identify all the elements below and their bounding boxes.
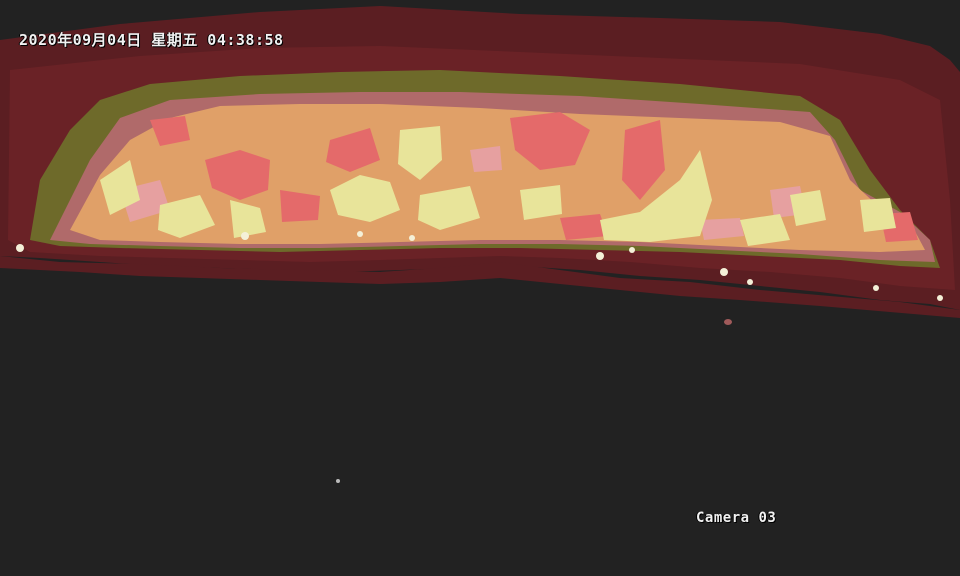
hottest-regions — [100, 126, 896, 246]
timestamp-overlay: 2020年09月04日 星期五 04:38:58 — [19, 31, 284, 49]
hot-patches — [150, 112, 918, 242]
camera-label: Camera 03 — [696, 510, 777, 526]
